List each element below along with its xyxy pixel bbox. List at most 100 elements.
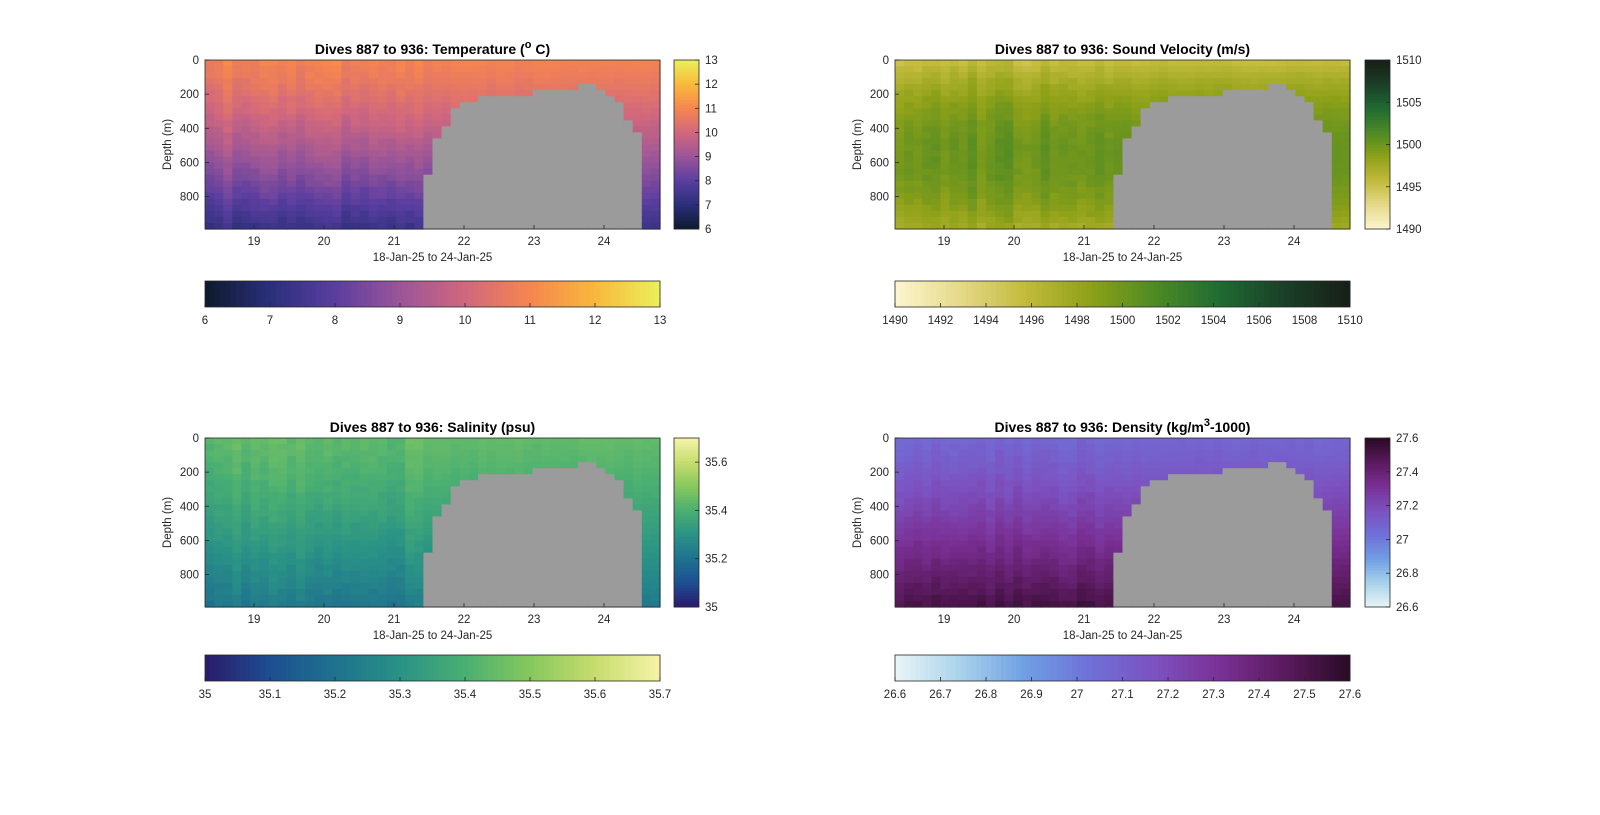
heatmap-cell — [1295, 192, 1306, 200]
colorbar-segment — [1036, 281, 1043, 307]
heatmap-cell — [949, 102, 960, 109]
colorbar-segment — [1218, 281, 1225, 307]
heatmap-cell — [1104, 162, 1114, 170]
heatmap-cell — [387, 66, 397, 73]
heatmap-cell — [1304, 66, 1315, 73]
x-tick-label: 20 — [318, 236, 331, 248]
heatmap-cell — [931, 180, 942, 188]
heatmap-cell — [1149, 222, 1160, 230]
heatmap-cell — [286, 210, 297, 218]
heatmap-cells — [205, 60, 661, 230]
heatmap-cell — [958, 216, 969, 224]
heatmap-cell — [514, 438, 525, 445]
heatmap-cell — [922, 498, 932, 505]
heatmap-cell — [1113, 186, 1124, 194]
heatmap-cell — [305, 546, 315, 554]
heatmap-cell — [1104, 174, 1114, 182]
colorbar-segment — [472, 281, 479, 307]
heatmap-cell — [450, 174, 461, 182]
heatmap-cell — [459, 546, 470, 554]
heatmap-cell — [922, 168, 932, 176]
colorbar-segment — [407, 281, 413, 307]
colorbar-segment — [674, 113, 699, 117]
colorbar-segment — [483, 281, 489, 307]
heatmap-cell — [323, 528, 333, 536]
heatmap-cell — [505, 108, 515, 115]
heatmap-cell — [205, 588, 215, 596]
heatmap-cell — [550, 498, 561, 505]
colorbar-segment — [432, 281, 439, 307]
heatmap-cell — [1186, 216, 1196, 224]
heatmap-cell — [1086, 204, 1096, 212]
heatmap-cell — [323, 168, 333, 176]
heatmap-cell — [1295, 162, 1306, 170]
heatmap-cell — [1313, 162, 1324, 170]
heatmap-cell — [1186, 198, 1196, 206]
heatmap-cell — [1013, 90, 1023, 97]
heatmap-cell — [904, 474, 914, 481]
heatmap-cell — [1122, 120, 1133, 127]
heatmap-cell — [396, 180, 406, 188]
heatmap-cell — [1013, 156, 1023, 164]
heatmap-cell — [232, 588, 242, 596]
heatmap-cell — [296, 90, 306, 97]
heatmap-cell — [1195, 210, 1205, 218]
heatmap-cell — [232, 498, 242, 505]
heatmap-cell — [605, 132, 616, 140]
heatmap-cell — [940, 204, 951, 212]
heatmap-cell — [949, 168, 960, 176]
heatmap-cell — [441, 462, 452, 469]
heatmap-cell — [487, 468, 497, 475]
colorbar-segment — [1365, 172, 1390, 176]
heatmap-cell — [496, 120, 506, 127]
heatmap-cell — [605, 582, 616, 590]
heatmap-cell — [441, 522, 452, 530]
heatmap-cell — [967, 204, 978, 212]
colorbar-segment — [674, 491, 699, 495]
heatmap-cell — [1186, 180, 1196, 188]
colorbar-segment — [311, 281, 317, 307]
colorbar-segment — [331, 281, 337, 307]
colorbar-segment — [674, 446, 699, 450]
heatmap-cell — [1177, 162, 1187, 170]
heatmap-cell — [1249, 96, 1260, 103]
heatmap-cell — [314, 186, 324, 194]
heatmap-cell — [1122, 156, 1133, 164]
heatmap-cell — [286, 132, 297, 140]
heatmap-cell — [368, 510, 379, 518]
heatmap-cell — [541, 138, 552, 146]
heatmap-cell — [496, 468, 506, 475]
heatmap-cell — [578, 504, 588, 512]
heatmap-cell — [1259, 84, 1269, 91]
heatmap-cell — [1058, 78, 1069, 85]
colorbar-segment — [619, 655, 626, 681]
heatmap-cell — [1140, 66, 1151, 73]
heatmap-cell — [496, 108, 506, 115]
colorbar-segment — [674, 76, 699, 81]
heatmap-cell — [296, 72, 306, 79]
heatmap-cell — [922, 156, 932, 164]
heatmap-cell — [1040, 216, 1051, 224]
heatmap-cell — [268, 102, 279, 109]
heatmap-cell — [1186, 162, 1196, 170]
heatmap-cell — [496, 204, 506, 212]
heatmap-cell — [550, 192, 561, 200]
heatmap-cell — [259, 174, 270, 182]
heatmap-cell — [232, 450, 242, 457]
heatmap-cell — [387, 138, 397, 146]
heatmap-cell — [341, 96, 352, 103]
heatmap-cell — [532, 216, 543, 224]
heatmap-cell — [414, 96, 424, 103]
heatmap-cell — [468, 72, 479, 79]
heatmap-cell — [913, 168, 923, 176]
heatmap-cell — [305, 120, 315, 127]
heatmap-cell — [441, 456, 452, 463]
heatmap-cell — [214, 144, 224, 152]
heatmap-cell — [623, 132, 634, 140]
heatmap-cell — [949, 60, 960, 67]
heatmap-cell — [232, 534, 242, 542]
heatmap-cell — [432, 480, 443, 487]
heatmap-cell — [1067, 84, 1078, 91]
heatmap-cell — [268, 180, 279, 188]
